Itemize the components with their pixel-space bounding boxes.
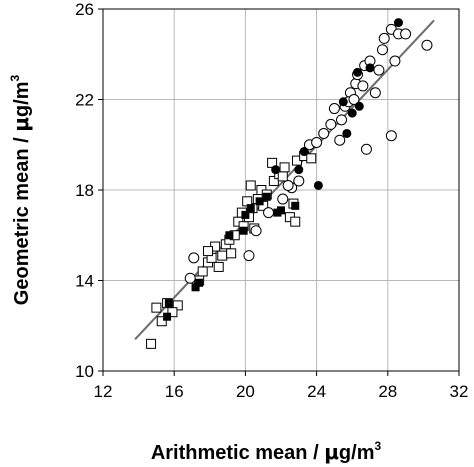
data-point-open-square [197,266,208,277]
data-point-open-circle [328,103,340,115]
x-axis-title-exponent: 3 [374,439,381,453]
data-point-open-square [245,180,256,191]
data-point-open-circle [282,179,294,191]
x-tick-label: 32 [450,382,469,401]
data-point-filled-square [262,192,271,201]
data-point-filled-circle [354,101,364,111]
data-point-open-circle [293,175,305,187]
data-point-open-circle [184,272,196,284]
data-point-open-circle [263,207,275,219]
data-point-filled-square [255,197,264,206]
data-point-open-circle [277,193,289,205]
data-point-open-circle [373,64,385,76]
y-tick-label: 14 [75,272,94,291]
data-point-filled-square [239,226,248,235]
data-point-open-square [306,153,317,164]
data-point-filled-square [277,206,285,215]
data-point-open-square [213,261,224,272]
y-tick-label: 10 [75,362,94,381]
x-tick-label: 24 [307,382,326,401]
data-point-open-circle [348,94,360,105]
data-point-open-circle [389,55,401,67]
data-point-filled-circle [393,18,403,28]
x-axis-title-unit: g/m [339,442,375,464]
y-axis-title-text: Geometric mean / [11,132,33,305]
data-point-open-circle [360,143,372,155]
data-point-filled-square [241,210,250,219]
data-points [146,18,433,349]
data-point-filled-square [246,204,255,213]
data-point-filled-circle [338,97,348,107]
data-point-filled-circle [299,147,309,157]
x-tick-label: 20 [236,382,255,401]
data-point-filled-square [225,231,234,240]
data-point-open-circle [311,136,323,148]
data-point-open-square [146,338,157,349]
data-point-filled-square [163,312,172,321]
data-point-open-square [167,307,178,318]
x-tick-label: 28 [378,382,397,401]
data-point-filled-square [291,201,300,210]
data-point-filled-circle [271,165,281,175]
y-axis-title-mu: μ [9,117,33,132]
x-axis-title-text: Arithmetic mean / [151,442,324,464]
y-tick-labels: 10 14 18 22 26 [75,0,103,381]
data-point-open-square [226,248,237,259]
y-tick-label: 26 [75,0,94,19]
data-point-open-square [203,246,214,257]
data-point-filled-circle [365,63,375,73]
x-axis-title-mu: μ [324,440,339,464]
data-point-open-circle [400,28,412,40]
y-axis-title-unit: g/m [11,82,33,118]
data-point-open-square [277,171,288,182]
data-point-filled-circle [342,128,352,138]
y-axis-title: Geometric mean / μg/m3 [8,75,33,306]
data-point-filled-square [164,299,173,308]
data-point-open-square [217,250,228,261]
data-point-open-circle [369,87,381,99]
data-point-filled-circle [294,165,304,175]
data-point-open-circle [188,252,200,264]
data-point-open-circle [357,80,369,92]
data-point-open-circle [421,39,433,51]
data-point-open-circle [318,127,330,139]
data-point-open-circle [250,225,262,237]
data-point-open-circle [385,130,397,142]
data-point-open-circle [376,44,388,56]
data-point-filled-circle [313,180,323,190]
x-tick-label: 16 [165,382,184,401]
data-point-open-square [279,162,290,173]
x-axis-title: Arithmetic mean / μg/m3 [151,439,382,464]
data-point-open-square [172,300,183,311]
data-point-filled-circle [353,67,363,77]
x-tick-labels: 12 16 20 24 28 32 [94,371,469,401]
data-point-open-circle [325,118,337,130]
x-tick-label: 12 [94,382,113,401]
y-tick-label: 18 [75,181,94,200]
data-point-open-circle [243,250,255,262]
data-point-open-circle [334,134,346,146]
data-point-open-circle [336,114,348,126]
data-point-filled-square [195,278,204,287]
data-point-filled-circle [347,108,357,118]
data-point-open-square [151,302,162,313]
y-axis-title-exponent: 3 [8,75,22,82]
data-point-open-square [156,316,167,327]
data-point-open-circle [378,32,390,44]
data-point-open-square [290,216,301,227]
y-tick-label: 22 [75,91,94,110]
